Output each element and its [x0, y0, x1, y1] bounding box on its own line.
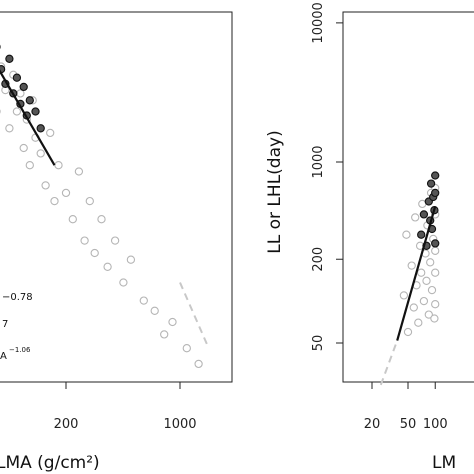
background-point-p1-1 — [402, 230, 411, 239]
highlight-point-p0-10 — [19, 82, 28, 92]
right-x-axis-title: LM — [432, 453, 456, 473]
left-annotation-1: −0.78 — [2, 292, 33, 303]
background-point-p0-30 — [90, 248, 99, 258]
background-point-p1-13 — [422, 276, 431, 285]
highlight-point-p1-9 — [431, 171, 440, 180]
highlight-point-p0-6 — [5, 54, 14, 63]
background-point-p1-20 — [430, 314, 439, 323]
background-point-p0-41 — [194, 359, 203, 369]
left-x-tick-label-1: 1000 — [163, 417, 196, 432]
background-point-p0-21 — [41, 181, 50, 190]
background-point-p0-15 — [19, 143, 28, 153]
background-point-p1-2 — [403, 327, 413, 337]
right-x-ticks: 20 50 100 — [364, 382, 448, 432]
background-point-p0-40 — [182, 344, 191, 353]
background-point-p0-13 — [12, 107, 22, 116]
background-point-p1-21 — [431, 268, 440, 277]
background-point-p0-22 — [46, 128, 55, 138]
background-point-p0-11 — [5, 124, 14, 133]
right-y-tick-label-1: 1000 — [311, 145, 326, 178]
fit-line-p0-1 — [179, 282, 210, 349]
right-x-tick-label-0: 20 — [364, 417, 381, 432]
background-point-p1-7 — [414, 318, 423, 327]
right-points — [399, 171, 440, 337]
highlight-point-p0-14 — [36, 124, 45, 133]
left-x-ticks: 200 1000 — [54, 382, 197, 432]
right-panel: 20 50 100 10000 1000 200 50 LL or LHL(day) LM — [265, 2, 474, 473]
highlight-point-p1-0 — [417, 230, 426, 239]
background-point-p0-35 — [126, 255, 136, 264]
background-point-p1-18 — [427, 285, 437, 295]
background-point-p1-16 — [426, 258, 435, 267]
right-plot-frame — [342, 11, 474, 383]
right-y-axis-title: LL or LHL(day) — [265, 130, 285, 253]
left-plot-frame — [0, 11, 233, 383]
background-point-p0-29 — [85, 196, 94, 206]
left-x-tick-label-0: 200 — [54, 417, 79, 432]
right-x-tick-label-2: 100 — [423, 417, 448, 432]
background-point-p1-11 — [419, 296, 429, 306]
left-points — [0, 44, 203, 369]
highlight-point-p0-13 — [31, 107, 40, 116]
background-point-p0-37 — [150, 306, 159, 315]
background-point-p0-20 — [36, 149, 45, 158]
fit-line-p1-0 — [396, 206, 437, 341]
background-point-p0-36 — [139, 296, 148, 305]
background-point-p0-33 — [110, 236, 120, 245]
left-panel: 200 1000 −0.78 7 A −1.06 LMA (g/cm²) — [0, 11, 233, 473]
right-y-tick-label-3: 50 — [311, 335, 326, 352]
background-point-p1-5 — [411, 213, 420, 222]
background-point-p1-24 — [431, 300, 440, 309]
background-point-p0-39 — [168, 317, 177, 327]
highlight-point-p1-1 — [419, 210, 429, 219]
background-point-p1-4 — [409, 303, 418, 312]
right-fit-lines — [379, 206, 437, 386]
right-y-tick-label-2: 200 — [311, 247, 326, 272]
background-point-p1-9 — [417, 268, 426, 277]
right-y-tick-label-0: 10000 — [311, 2, 326, 43]
background-point-p0-25 — [61, 188, 71, 198]
background-point-p0-38 — [160, 330, 169, 339]
left-annotation-4: −1.06 — [9, 346, 31, 354]
highlight-point-p0-8 — [12, 73, 22, 82]
background-point-p0-28 — [80, 236, 89, 245]
background-point-p1-15 — [424, 310, 433, 319]
highlight-point-p0-12 — [25, 96, 34, 105]
left-x-axis-title: LMA (g/cm²) — [0, 453, 100, 473]
background-point-p1-23 — [431, 246, 440, 255]
background-point-p0-34 — [119, 278, 128, 287]
background-point-p0-31 — [97, 215, 106, 224]
background-point-p1-3 — [407, 261, 416, 270]
highlight-point-p1-5 — [426, 179, 436, 188]
highlight-point-p1-11 — [431, 188, 440, 198]
background-point-p0-23 — [50, 196, 59, 206]
right-x-tick-label-1: 50 — [400, 417, 417, 432]
left-annotation-3: A — [0, 351, 7, 362]
background-point-p0-32 — [103, 262, 112, 271]
fit-line-p1-1 — [379, 340, 399, 386]
right-y-ticks: 10000 1000 200 50 — [311, 2, 343, 351]
background-point-p0-17 — [25, 161, 34, 170]
left-fit-lines — [0, 69, 210, 349]
highlight-point-p1-10 — [431, 239, 440, 248]
background-point-p0-26 — [68, 215, 77, 224]
left-annotation-2: 7 — [2, 319, 8, 330]
background-point-p1-0 — [399, 291, 409, 300]
background-point-p0-27 — [74, 167, 84, 176]
background-point-p0-24 — [54, 161, 63, 170]
fit-line-p0-0 — [0, 69, 56, 166]
